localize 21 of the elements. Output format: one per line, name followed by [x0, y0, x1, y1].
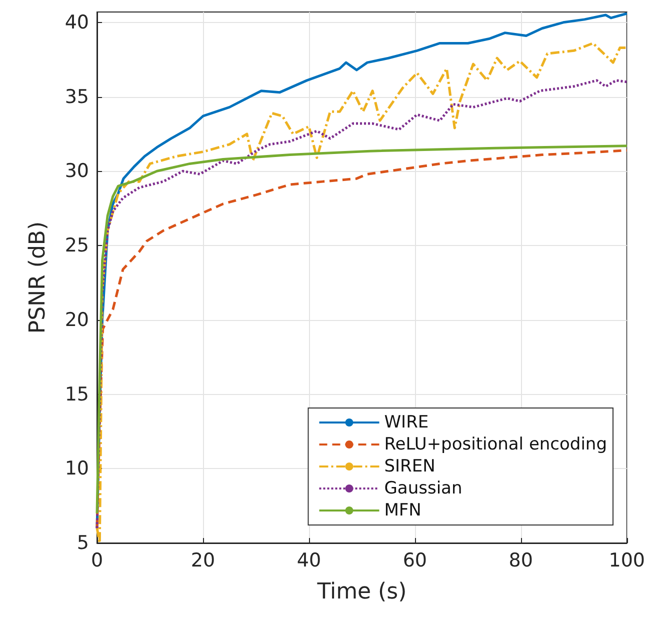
x-tick-label: 80 [508, 550, 533, 572]
y-tick-label: 10 [64, 458, 89, 480]
x-tick-label: 100 [608, 550, 645, 572]
y-tick-label: 35 [64, 86, 89, 108]
x-axis-title: Time (s) [316, 580, 407, 604]
y-tick-label: 20 [64, 308, 89, 331]
x-tick-label: 60 [402, 550, 428, 572]
legend-label: Gaussian [384, 478, 462, 498]
y-tick-label: 40 [64, 11, 89, 34]
y-axis-title: PSNR (dB) [26, 221, 50, 334]
legend-label: ReLU+positional encoding [384, 434, 608, 454]
y-tick-label: 15 [64, 383, 89, 406]
x-tick-label: 40 [296, 550, 322, 572]
y-tick-label: 30 [64, 160, 89, 182]
x-tick-label: 0 [90, 550, 104, 572]
legend-label: MFN [384, 500, 422, 520]
y-tick-label: 25 [64, 234, 89, 257]
legend-label: WIRE [384, 412, 429, 432]
legend-label: SIREN [384, 456, 436, 476]
y-tick-label: 5 [76, 532, 89, 554]
x-tick-label: 20 [190, 550, 216, 572]
